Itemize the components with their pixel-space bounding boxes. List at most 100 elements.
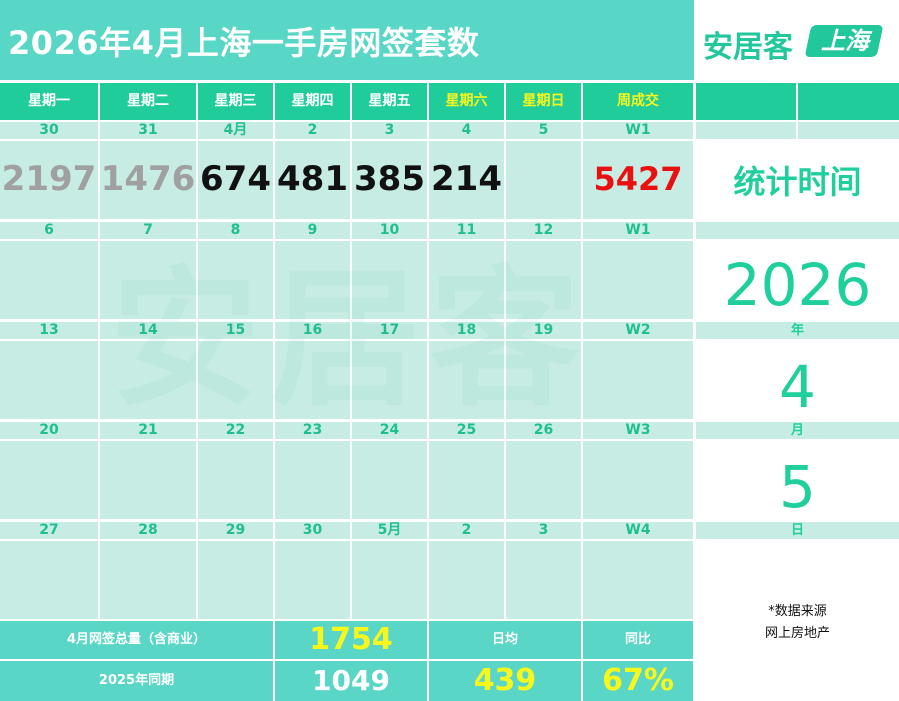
stat-month-unit: 月	[696, 422, 899, 439]
date-number: 10	[352, 222, 427, 239]
week-label: W2	[583, 322, 693, 339]
day-cell	[100, 141, 196, 219]
date-number: 30	[0, 122, 98, 139]
day-cell	[506, 541, 581, 619]
last-year-label: 2025年同期	[0, 661, 273, 701]
day-cell	[0, 141, 98, 219]
day-cell	[198, 541, 273, 619]
source-name: 网上房地产	[764, 626, 830, 641]
day-cell	[506, 341, 581, 419]
date-number: 5	[506, 122, 581, 139]
week-total-cell	[583, 441, 693, 519]
day-cell	[352, 541, 427, 619]
date-number: 17	[352, 322, 427, 339]
side-strip	[696, 122, 796, 139]
daily-value: 674	[200, 159, 271, 199]
day-cell	[0, 441, 98, 519]
date-number: 2	[275, 122, 350, 139]
day-cell	[198, 441, 273, 519]
weekday-header: 星期六	[429, 83, 504, 120]
title-bar	[0, 0, 694, 80]
day-cell	[429, 141, 504, 219]
day-cell	[198, 341, 273, 419]
day-cell	[429, 241, 504, 319]
day-cell	[275, 441, 350, 519]
date-number: 16	[275, 322, 350, 339]
side-strip	[798, 122, 899, 139]
day-cell	[0, 541, 98, 619]
yoy-value: 67%	[583, 661, 693, 701]
weekday-header: 星期三	[198, 83, 273, 120]
week-total-cell	[583, 541, 693, 619]
side-strip	[696, 222, 899, 239]
week-total-cell	[583, 241, 693, 319]
weekday-header: 星期四	[275, 83, 350, 120]
day-cell	[0, 341, 98, 419]
day-cell	[275, 541, 350, 619]
day-cell	[100, 441, 196, 519]
date-number: 5月	[352, 522, 427, 539]
date-number: 12	[506, 222, 581, 239]
date-number: 27	[0, 522, 98, 539]
stat-month: 4	[779, 353, 816, 421]
week-label: W1	[583, 222, 693, 239]
daily-value: 1476	[100, 159, 196, 199]
date-number: 8	[198, 222, 273, 239]
date-number: 20	[0, 422, 98, 439]
date-number: 18	[429, 322, 504, 339]
week-label: W4	[583, 522, 693, 539]
day-cell	[352, 441, 427, 519]
date-number: 29	[198, 522, 273, 539]
day-cell	[506, 441, 581, 519]
week-label: W1	[583, 122, 693, 139]
day-cell	[198, 241, 273, 319]
week-total-value: 5427	[593, 160, 683, 198]
date-number: 6	[0, 222, 98, 239]
date-number: 23	[275, 422, 350, 439]
date-number: 3	[506, 522, 581, 539]
date-number: 22	[198, 422, 273, 439]
date-number: 30	[275, 522, 350, 539]
total-label: 4月网签总量（含商业）	[0, 621, 273, 659]
day-cell	[275, 141, 350, 219]
date-number: 4月	[198, 122, 273, 139]
date-number: 11	[429, 222, 504, 239]
avg-value: 439	[429, 661, 581, 701]
day-cell	[429, 541, 504, 619]
total-value: 1754	[275, 621, 427, 659]
day-cell	[506, 241, 581, 319]
day-cell	[429, 441, 504, 519]
week-total-cell	[583, 341, 693, 419]
day-cell	[100, 241, 196, 319]
date-number: 21	[100, 422, 196, 439]
source-label: *数据来源	[768, 604, 827, 619]
day-cell	[352, 241, 427, 319]
date-number: 25	[429, 422, 504, 439]
day-cell	[100, 541, 196, 619]
date-number: 9	[275, 222, 350, 239]
day-cell	[506, 141, 581, 219]
weekday-header: 星期日	[506, 83, 581, 120]
date-number: 28	[100, 522, 196, 539]
stat-time-label: 统计时间	[733, 163, 862, 201]
week-total-cell	[583, 141, 693, 219]
stat-year: 2026	[723, 251, 872, 319]
week-total-header: 周成交	[583, 83, 693, 120]
avg-label: 日均	[429, 621, 581, 659]
stat-day-unit: 日	[696, 522, 899, 539]
stat-year-unit: 年	[696, 322, 899, 339]
daily-value	[506, 157, 581, 201]
date-number: 3	[352, 122, 427, 139]
date-number: 7	[100, 222, 196, 239]
yoy-label: 同比	[583, 621, 693, 659]
day-cell	[429, 341, 504, 419]
day-cell	[352, 141, 427, 219]
stat-day: 5	[779, 453, 816, 521]
brand-logo-text: 安居客	[703, 30, 793, 65]
day-cell	[275, 341, 350, 419]
last-year-value: 1049	[275, 661, 427, 701]
weekday-header: 星期五	[352, 83, 427, 120]
date-number: 13	[0, 322, 98, 339]
date-number: 31	[100, 122, 196, 139]
day-cell	[0, 241, 98, 319]
